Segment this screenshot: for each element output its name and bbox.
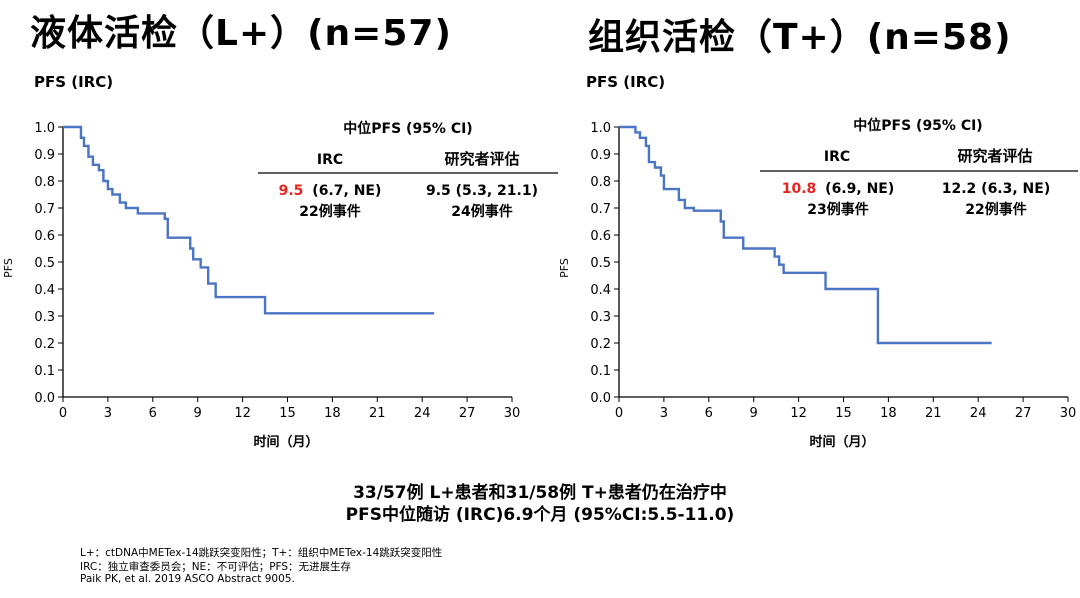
x-tick-label: 27 <box>459 406 476 421</box>
x-tick-label: 24 <box>414 406 431 421</box>
y-tick-label: 0.7 <box>590 202 611 217</box>
y-tick-label: 0.6 <box>590 229 611 244</box>
table-col-investigator: 研究者评估 <box>444 150 519 168</box>
footnote-definitions: L+：ctDNA中METex-14跳跃突变阳性；T+：组织中METex-14跳跃… <box>80 547 443 559</box>
irc-events: 23例事件 <box>807 201 868 218</box>
investigator-events: 22例事件 <box>965 201 1026 218</box>
x-tick-label: 3 <box>660 406 668 421</box>
x-tick-label: 24 <box>970 406 987 421</box>
y-tick-label: 0.9 <box>34 148 55 163</box>
y-tick-label: 0.1 <box>34 364 55 379</box>
x-tick-label: 15 <box>835 406 852 421</box>
y-tick-label: 0.1 <box>590 364 611 379</box>
irc-median-value: 9.5 (6.7, NE) <box>279 183 382 199</box>
irc-median: 10.8 <box>782 181 817 197</box>
y-tick-label: 0.6 <box>34 229 55 244</box>
y-axis-label: PFS <box>2 258 15 278</box>
summary-on-treatment: 33/57例 L+患者和31/58例 T+患者仍在治疗中 <box>353 483 727 503</box>
x-axis-label: 时间（月） <box>253 434 318 450</box>
irc-median: 9.5 <box>279 183 304 199</box>
y-tick-label: 0.0 <box>34 391 55 406</box>
y-tick-label: 0.9 <box>590 148 611 163</box>
x-tick-label: 21 <box>925 406 942 421</box>
x-tick-label: 0 <box>59 406 67 421</box>
x-tick-label: 18 <box>324 406 341 421</box>
y-ticks: 0.0 0.1 0.2 0.3 0.4 0.5 0.6 0.7 0.8 0.9 … <box>590 121 611 406</box>
irc-events: 22例事件 <box>299 203 360 220</box>
y-tick-label: 0.7 <box>34 202 55 217</box>
x-tick-label: 18 <box>880 406 897 421</box>
y-axis-label: PFS <box>558 258 571 278</box>
km-curve <box>63 125 435 315</box>
axes <box>614 126 1069 402</box>
irc-ci: (6.7, NE) <box>312 183 381 199</box>
x-tick-label: 6 <box>149 406 157 421</box>
km-curve <box>619 125 992 345</box>
y-tick-label: 0.2 <box>590 337 611 352</box>
x-tick-label: 9 <box>194 406 202 421</box>
y-tick-label: 0.4 <box>590 283 611 298</box>
title-tissue-biopsy: 组织活检（T+）(n=58) <box>588 17 1012 58</box>
km-chart-liquid: PFS (IRC) PFS 时间（月） 0.0 0.1 0.2 0.3 0.4 … <box>2 73 558 450</box>
x-ticks: 0 3 6 9 12 15 18 21 24 27 30 <box>615 406 1076 421</box>
y-tick-label: 0.2 <box>34 337 55 352</box>
footnote-abbreviations: IRC：独立审查委员会；NE：不可评估；PFS：无进展生存 <box>80 561 352 573</box>
irc-median-value: 10.8 (6.9, NE) <box>782 181 895 197</box>
axes <box>58 126 513 402</box>
x-ticks: 0 3 6 9 12 15 18 21 24 27 30 <box>59 406 520 421</box>
corner-label: PFS (IRC) <box>34 73 113 91</box>
table-col-investigator: 研究者评估 <box>957 147 1032 165</box>
footnote-reference: Paik PK, et al. 2019 ASCO Abstract 9005. <box>80 573 295 585</box>
median-pfs-table: 中位PFS (95% CI) IRC 研究者评估 9.5 (6.7, NE) 9… <box>258 120 558 220</box>
x-tick-label: 30 <box>1060 406 1077 421</box>
y-tick-label: 1.0 <box>590 121 611 136</box>
y-tick-label: 0.5 <box>34 256 55 271</box>
y-tick-label: 0.8 <box>34 175 55 190</box>
x-tick-label: 3 <box>104 406 112 421</box>
y-tick-label: 1.0 <box>34 121 55 136</box>
median-pfs-table: 中位PFS (95% CI) IRC 研究者评估 10.8 (6.9, NE) … <box>760 117 1078 218</box>
table-col-irc: IRC <box>824 149 850 165</box>
x-tick-label: 15 <box>279 406 296 421</box>
irc-ci: (6.9, NE) <box>825 181 894 197</box>
y-ticks: 0.0 0.1 0.2 0.3 0.4 0.5 0.6 0.7 0.8 0.9 … <box>34 121 55 406</box>
x-tick-label: 21 <box>369 406 386 421</box>
investigator-median-value: 12.2 (6.3, NE) <box>942 181 1051 197</box>
y-tick-label: 0.0 <box>590 391 611 406</box>
y-tick-label: 0.3 <box>590 310 611 325</box>
x-tick-label: 27 <box>1015 406 1032 421</box>
x-axis-label: 时间（月） <box>809 434 874 450</box>
investigator-median-value: 9.5 (5.3, 21.1) <box>426 183 538 199</box>
y-tick-label: 0.3 <box>34 310 55 325</box>
x-tick-label: 30 <box>504 406 521 421</box>
table-heading: 中位PFS (95% CI) <box>853 117 982 134</box>
investigator-events: 24例事件 <box>451 203 512 220</box>
y-tick-label: 0.5 <box>590 256 611 271</box>
summary-median-follow-up: PFS中位随访 (IRC)6.9个月 (95%CI:5.5-11.0) <box>345 505 735 525</box>
x-tick-label: 9 <box>750 406 758 421</box>
table-heading: 中位PFS (95% CI) <box>343 120 472 137</box>
title-liquid-biopsy: 液体活检（L+）(n=57) <box>30 13 452 54</box>
y-tick-label: 0.4 <box>34 283 55 298</box>
km-chart-tissue: PFS (IRC) PFS 时间（月） 0.0 0.1 0.2 0.3 0.4 … <box>558 73 1078 450</box>
x-tick-label: 6 <box>705 406 713 421</box>
corner-label: PFS (IRC) <box>586 73 665 91</box>
x-tick-label: 12 <box>790 406 807 421</box>
y-tick-label: 0.8 <box>590 175 611 190</box>
table-col-irc: IRC <box>317 152 343 168</box>
x-tick-label: 12 <box>234 406 251 421</box>
x-tick-label: 0 <box>615 406 623 421</box>
